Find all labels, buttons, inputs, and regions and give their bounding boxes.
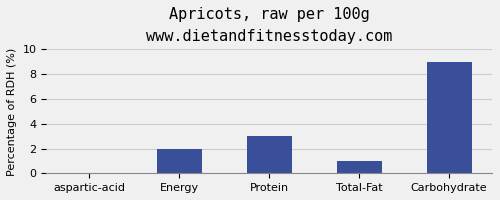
Bar	[246, 136, 292, 173]
Y-axis label: Percentage of RDH (%): Percentage of RDH (%)	[7, 47, 17, 176]
Title: Apricots, raw per 100g
www.dietandfitnesstoday.com: Apricots, raw per 100g www.dietandfitnes…	[146, 7, 392, 44]
Bar	[336, 161, 382, 173]
Bar	[426, 62, 472, 173]
Bar	[156, 149, 202, 173]
